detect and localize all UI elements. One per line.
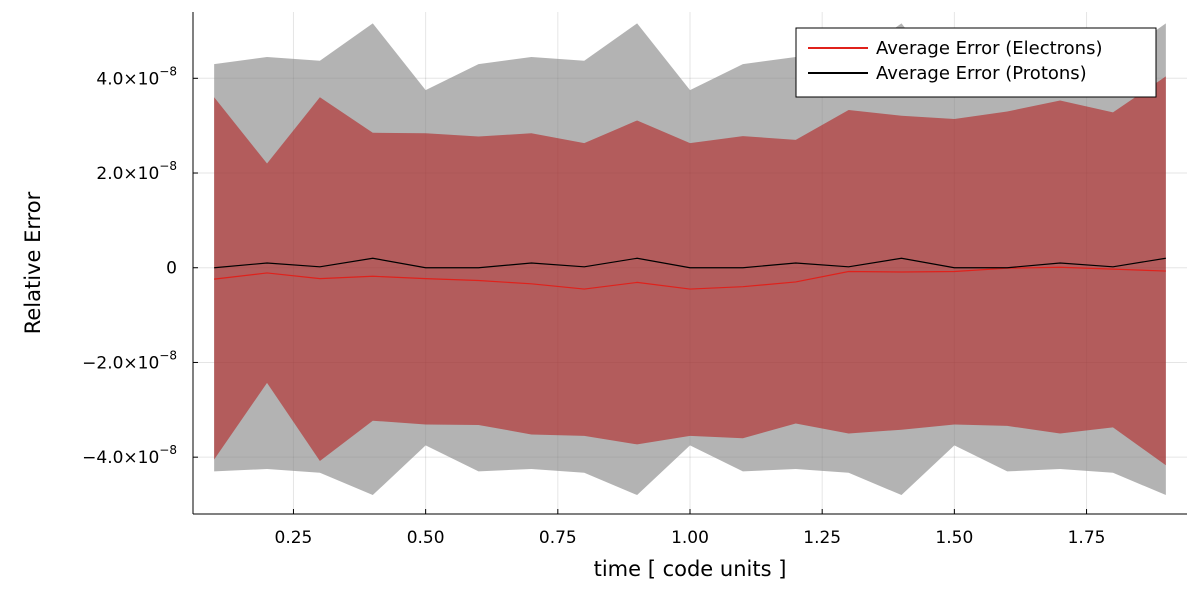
x-tick-label-1: 0.50	[407, 528, 445, 548]
series-lines	[214, 257, 1166, 290]
x-tick-label-0: 0.25	[275, 528, 313, 548]
y-tick-label-1: 2.0×10−8	[96, 159, 177, 184]
y-tick-label-0: 4.0×10−8	[96, 64, 177, 89]
y-axis-title: Relative Error	[21, 191, 45, 334]
y-tick-labels: 4.0×10−8 2.0×10−8 0 −2.0×10−8 −4.0×10−8	[82, 64, 177, 468]
legend-label-0: Average Error (Electrons)	[876, 38, 1103, 59]
x-tick-label-2: 0.75	[539, 528, 577, 548]
error-bands	[214, 23, 1166, 496]
x-tick-label-4: 1.25	[803, 528, 841, 548]
y-tick-label-4: −4.0×10−8	[82, 443, 177, 468]
error-band-0	[214, 76, 1166, 466]
legend-label-1: Average Error (Protons)	[876, 63, 1087, 84]
axes	[192, 12, 1187, 515]
x-axis-title: time [ code units ]	[594, 557, 787, 581]
x-tick-label-3: 1.00	[671, 528, 709, 548]
x-tick-labels: 0.25 0.50 0.75 1.00 1.25 1.50 1.75	[275, 528, 1106, 548]
x-tick-label-6: 1.75	[1068, 528, 1106, 548]
y-tick-label-3: −2.0×10−8	[82, 348, 177, 373]
legend: Average Error (Electrons) Average Error (…	[795, 27, 1157, 98]
series-line-1	[214, 257, 1166, 269]
y-tick-label-2: 0	[166, 259, 177, 279]
x-tick-label-5: 1.50	[935, 528, 973, 548]
legend-box	[795, 27, 1157, 98]
